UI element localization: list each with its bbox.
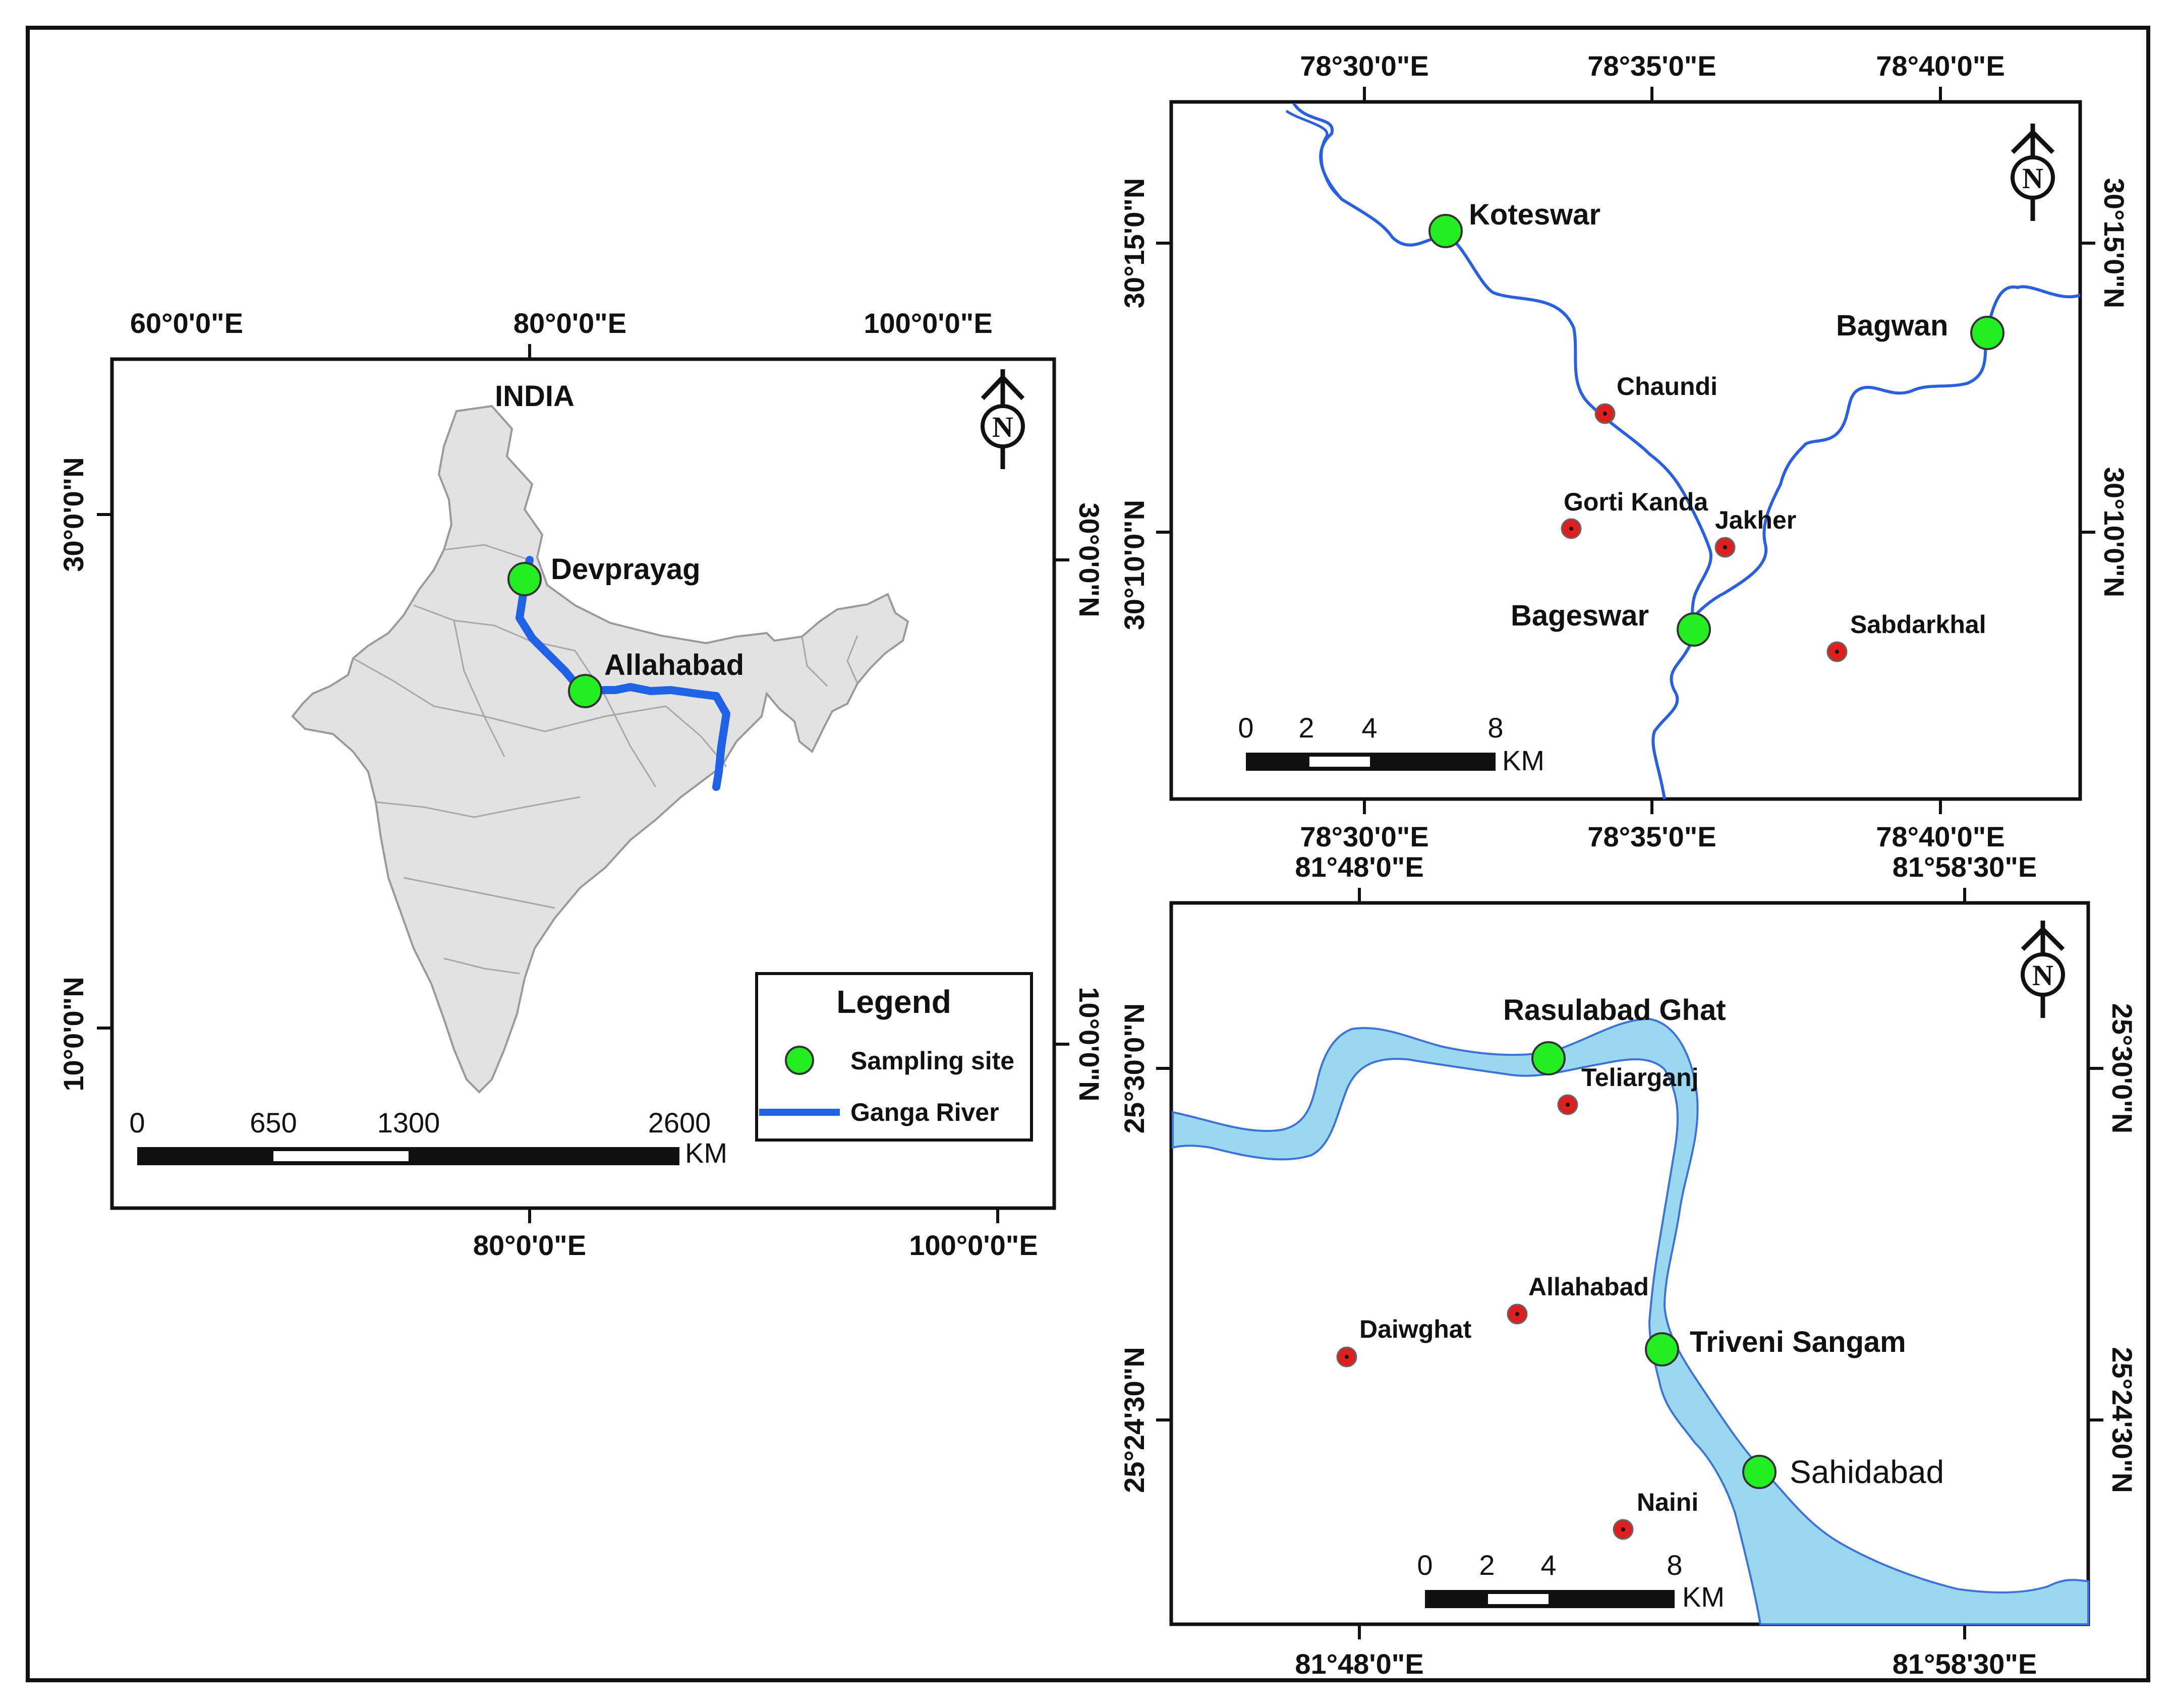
devprayag-bottom-tick-3: 78°40'0"E — [1876, 821, 2005, 852]
site-marker-bagwan — [1970, 316, 2005, 350]
devprayag-north-arrow-icon: N — [2011, 124, 2055, 221]
point-marker-daiwghat — [1336, 1346, 1357, 1368]
point-marker-allahabad — [1507, 1303, 1528, 1325]
svg-text:0: 0 — [1417, 1549, 1433, 1581]
svg-text:2: 2 — [1479, 1549, 1495, 1581]
svg-text:2: 2 — [1298, 712, 1314, 744]
devprayag-top-tick-1: 78°30'0"E — [1300, 50, 1428, 82]
svg-text:0: 0 — [129, 1107, 145, 1138]
india-right-tick-2: 10°0'0"N — [1073, 987, 1105, 1101]
svg-text:N: N — [992, 411, 1013, 443]
allahabad-scale-bar: 0 2 4 8 KM — [1417, 1549, 1725, 1613]
devprayag-panel-frame — [1169, 100, 2082, 801]
site-label-bageswar: Bageswar — [1511, 599, 1649, 632]
allahabad-left-tick-1: 25°30'0"N — [1118, 1003, 1150, 1133]
outer-frame — [26, 26, 2150, 1682]
site-marker-rasulabad-ghat — [1531, 1041, 1566, 1075]
svg-text:4: 4 — [1540, 1549, 1556, 1581]
india-title: INDIA — [495, 380, 575, 413]
devprayag-scale-bar: 0 2 4 8 KM — [1238, 712, 1544, 776]
point-label-gorti-kanda: Gorti Kanda — [1564, 488, 1708, 516]
point-label-sabdarkhal: Sabdarkhal — [1850, 610, 1986, 639]
devprayag-top-tick-3: 78°40'0"E — [1876, 50, 2005, 82]
allahabad-right-tick-2: 25°24'30"N — [2106, 1347, 2138, 1493]
site-label-bagwan: Bagwan — [1836, 309, 1948, 342]
svg-text:N: N — [2022, 162, 2043, 195]
india-top-tick-3: 100°0'0"E — [864, 307, 992, 339]
devprayag-panel: 78°30'0"E 78°35'0"E 78°40'0"E 78°30'0"E … — [1118, 50, 2130, 852]
svg-text:KM: KM — [1502, 745, 1544, 776]
point-marker-teliarganj — [1557, 1094, 1578, 1115]
site-marker-sahidabad — [1742, 1455, 1777, 1489]
site-label-sahidabad: Sahidabad — [1790, 1454, 1944, 1490]
india-landmass — [291, 405, 909, 1094]
point-label-teliarganj: Teliarganj — [1581, 1063, 1698, 1092]
svg-text:4: 4 — [1361, 712, 1377, 744]
india-bottom-tick-2: 100°0'0"E — [909, 1229, 1038, 1261]
legend: Legend Sampling site Ganga River — [755, 972, 1033, 1142]
point-label-naini: Naini — [1637, 1488, 1698, 1516]
svg-text:1300: 1300 — [377, 1107, 440, 1138]
site-label-koteswar: Koteswar — [1469, 198, 1600, 231]
site-label-rasulabad-ghat: Rasulabad Ghat — [1503, 994, 1726, 1027]
site-marker-triveni-sangam — [1645, 1332, 1679, 1367]
devprayag-left-tick-2: 30°10'0"N — [1118, 500, 1150, 630]
devprayag-bottom-tick-1: 78°30'0"E — [1300, 821, 1428, 852]
india-bottom-tick-1: 80°0'0"E — [473, 1229, 586, 1261]
india-top-tick-1: 60°0'0"E — [130, 307, 243, 339]
svg-text:0: 0 — [1238, 712, 1253, 744]
svg-text:KM: KM — [1682, 1581, 1725, 1613]
svg-text:N: N — [2032, 959, 2053, 992]
svg-text:650: 650 — [250, 1107, 297, 1138]
allahabad-right-tick-1: 25°30'0"N — [2106, 1003, 2138, 1133]
site-label-triveni-sangam: Triveni Sangam — [1690, 1326, 1906, 1358]
svg-text:8: 8 — [1487, 712, 1503, 744]
allahabad-bottom-tick-1: 81°48'0"E — [1295, 1648, 1423, 1680]
ganga-river-line — [516, 556, 730, 791]
devprayag-right-tick-2: 30°10'0"N — [2098, 467, 2130, 597]
allahabad-panel: 81°48'0"E 81°58'30"E 81°48'0"E 81°58'30"… — [1118, 851, 2138, 1680]
devprayag-left-tick-1: 30°15'0"N — [1118, 178, 1150, 308]
devprayag-top-tick-2: 78°35'0"E — [1587, 50, 1716, 82]
legend-title: Legend — [836, 984, 951, 1020]
site-marker-allahabad — [568, 674, 602, 708]
point-marker-jakher — [1714, 537, 1736, 558]
india-scale-bar: 0 650 1300 2600 KM — [129, 1107, 727, 1169]
svg-text:KM: KM — [685, 1137, 727, 1169]
point-marker-naini — [1613, 1519, 1634, 1540]
allahabad-north-arrow-icon: N — [2021, 921, 2065, 1018]
india-north-arrow-icon: N — [981, 369, 1025, 469]
allahabad-top-tick-1: 81°48'0"E — [1295, 851, 1423, 883]
point-label-daiwghat: Daiwghat — [1359, 1315, 1472, 1343]
allahabad-bottom-tick-2: 81°58'30"E — [1893, 1648, 2037, 1680]
site-label-allahabad: Allahabad — [604, 649, 744, 681]
legend-item-river: Ganga River — [850, 1098, 999, 1126]
india-right-tick-1: 30°0'0"N — [1073, 502, 1105, 617]
india-top-tick-2: 80°0'0"E — [513, 307, 626, 339]
site-marker-bageswar — [1677, 612, 1711, 647]
india-left-tick-2: 10°0'0"N — [58, 977, 89, 1091]
legend-site-icon — [785, 1046, 814, 1075]
legend-item-site: Sampling site — [850, 1047, 1014, 1075]
svg-text:2600: 2600 — [648, 1107, 711, 1138]
allahabad-left-tick-2: 25°24'30"N — [1118, 1347, 1150, 1493]
india-panel: 60°0'0"E 80°0'0"E 100°0'0"E 80°0'0"E 100… — [58, 307, 1105, 1261]
site-marker-devprayag — [507, 562, 542, 596]
point-marker-chaundi — [1594, 403, 1616, 424]
india-left-tick-1: 30°0'0"N — [58, 457, 89, 572]
allahabad-top-tick-2: 81°58'30"E — [1893, 851, 2037, 883]
point-marker-sabdarkhal — [1826, 641, 1848, 662]
point-label-chaundi: Chaundi — [1617, 372, 1717, 401]
site-marker-koteswar — [1428, 214, 1463, 248]
point-label-allahabad: Allahabad — [1528, 1273, 1649, 1301]
site-label-devprayag: Devprayag — [551, 553, 701, 586]
point-marker-gorti-kanda — [1561, 518, 1582, 539]
point-label-jakher: Jakher — [1715, 506, 1796, 534]
devprayag-bottom-tick-2: 78°35'0"E — [1587, 821, 1716, 852]
devprayag-right-tick-1: 30°15'0"N — [2098, 178, 2130, 308]
svg-text:8: 8 — [1667, 1549, 1682, 1581]
